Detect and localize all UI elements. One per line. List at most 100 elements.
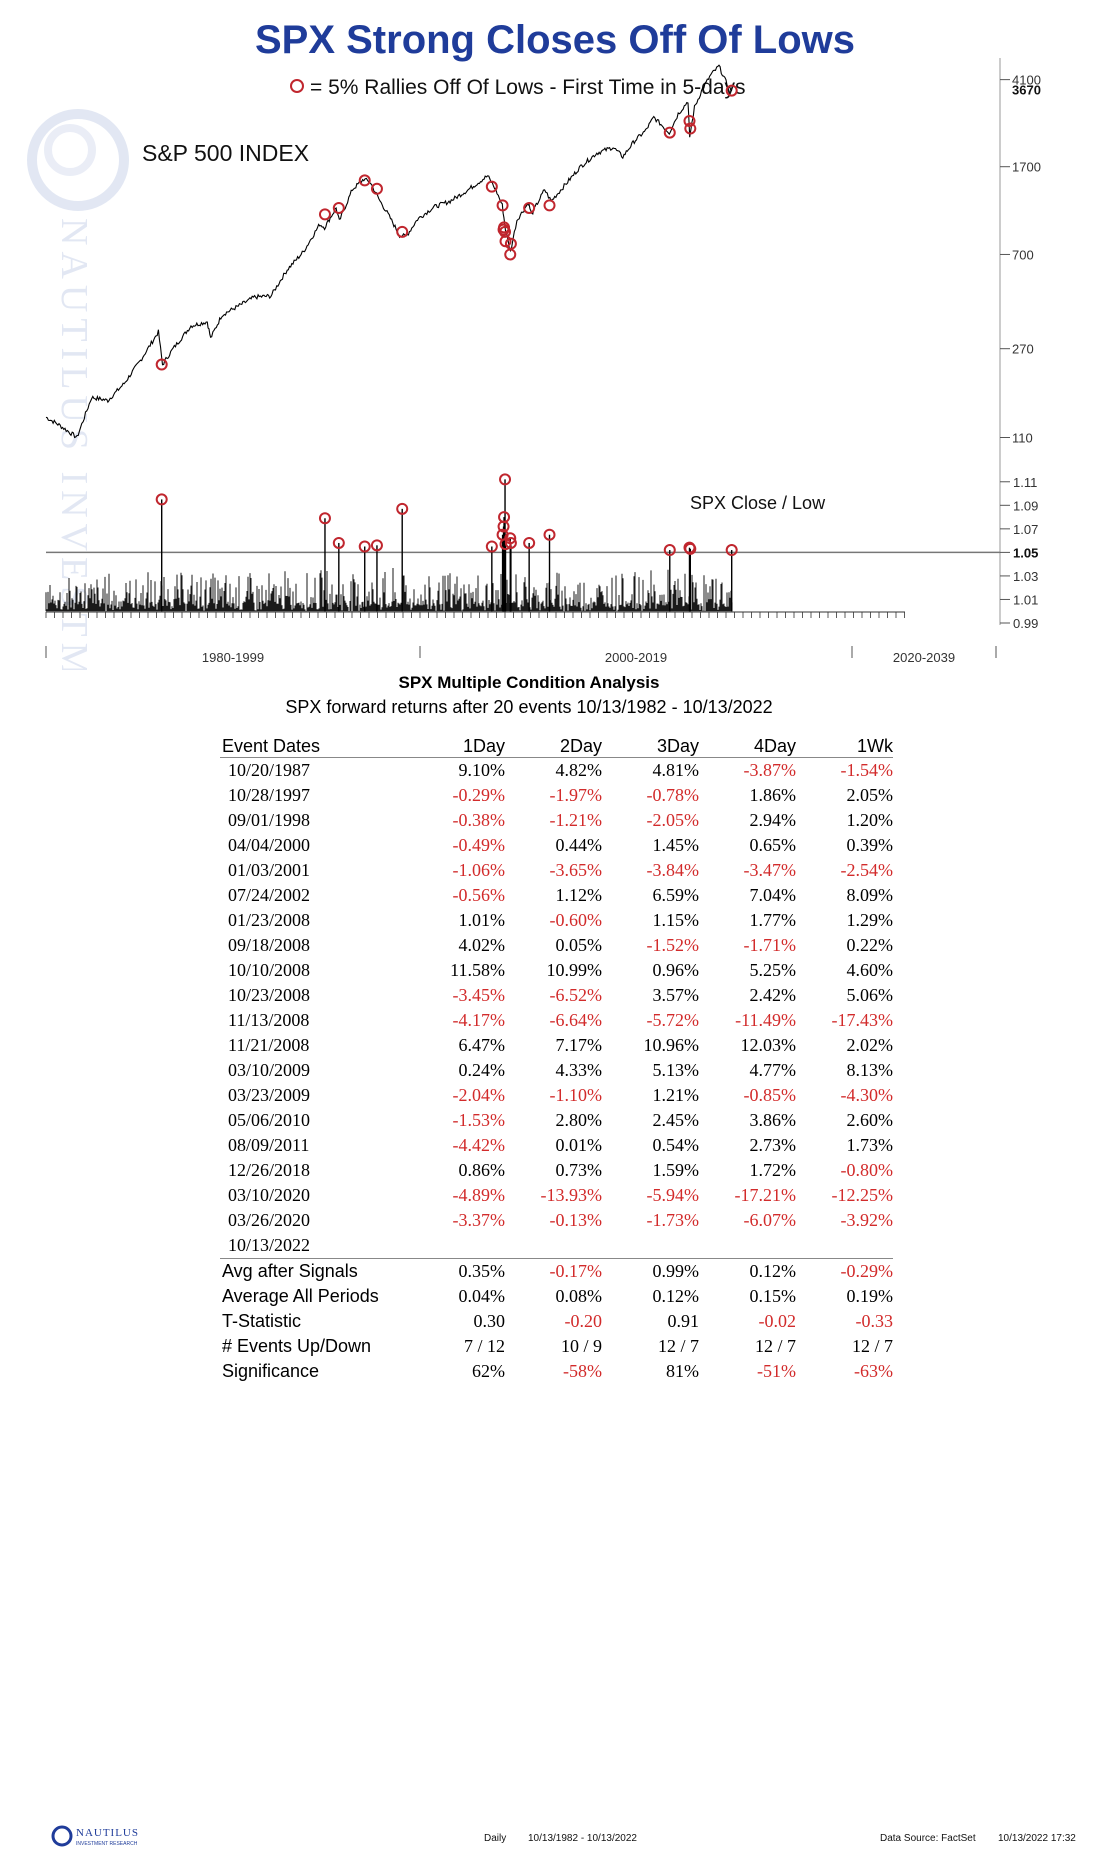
return-cell: 0.65% [749,835,797,855]
event-date-cell: 03/26/2020 [228,1210,311,1230]
threshold-label: 1.05 [1013,545,1038,560]
analysis-table: Event Dates 1Day 2Day 3Day 4Day 1Wk 10/2… [220,735,893,1384]
return-cell: -0.02 [758,1311,797,1331]
ratio-noise [45,568,733,612]
event-date-cell: 03/10/2020 [228,1185,311,1205]
event-date-cell: 12/26/2018 [228,1160,311,1180]
footer-frequency: Daily [484,1833,507,1844]
return-cell: -5.94% [646,1185,700,1205]
col-header-1wk: 1Wk [796,735,893,758]
return-cell: -1.21% [549,810,603,830]
event-date-cell: 03/10/2009 [228,1060,311,1080]
return-cell: 2.05% [846,785,894,805]
return-cell: 0.96% [652,960,700,980]
return-cell: -17.21% [734,1185,797,1205]
return-cell: 1.12% [555,885,603,905]
price-series [45,64,733,439]
return-cell: -6.64% [549,1010,603,1030]
event-date-cell: 10/10/2008 [228,960,311,980]
ratio-signal-marker [523,536,536,549]
return-cell: -0.29% [796,1258,893,1284]
return-cell [699,1233,796,1259]
event-date-cell: 11/13/2008 [228,1010,310,1030]
table-row: 03/26/2020 -3.37% -0.13% -1.73% -6.07% -3.92% [220,1208,893,1233]
analysis-subtitle: SPX forward returns after 20 events 10/1… [285,697,773,717]
signal-marker-icon [290,79,304,94]
return-cell: -3.84% [646,860,700,880]
footer-logo-text: NAUTILUS [76,1827,139,1839]
ratio-signal-marker [684,542,697,555]
return-cell: -3.92% [840,1210,894,1230]
price-signal-marker [370,182,383,195]
return-cell: 2.60% [846,1110,894,1130]
event-date-cell: 10/20/1987 [228,760,311,780]
return-cell: 0.12% [699,1258,796,1284]
table-row: 09/01/1998 -0.38% -1.21% -2.05% 2.94% 1.20% [220,808,893,833]
return-cell: 0.01% [555,1135,603,1155]
return-cell: 4.77% [749,1060,797,1080]
col-header-2day: 2Day [505,735,602,758]
return-cell: -1.52% [646,935,700,955]
table-header-row: Event Dates 1Day 2Day 3Day 4Day 1Wk [220,735,893,758]
return-cell: -4.17% [452,1010,506,1030]
return-cell: -17.43% [831,1010,894,1030]
return-cell: 4.33% [555,1060,603,1080]
ratio-tick-label: 1.07 [1013,522,1038,537]
footer-source: Data Source: FactSet [880,1833,976,1844]
y-tick-label: 4100 [1012,73,1041,88]
analysis-table-container: Event Dates 1Day 2Day 3Day 4Day 1Wk 10/2… [220,735,893,1384]
return-cell: -3.37% [452,1210,506,1230]
table-row: 07/24/2002 -0.56% 1.12% 6.59% 7.04% 8.09% [220,883,893,908]
return-cell: -1.97% [549,785,603,805]
return-cell: 2.73% [749,1135,797,1155]
return-cell [602,1233,699,1259]
ratio-signal-marker [725,544,738,557]
summary-label: T-Statistic [222,1311,302,1331]
price-signal-marker [684,122,697,135]
table-row: 11/21/2008 6.47% 7.17% 10.96% 12.03% 2.02% [220,1033,893,1058]
return-cell: 12 / 7 [657,1336,699,1356]
summary-label: Avg after Signals [220,1258,408,1284]
return-cell: 1.21% [652,1085,700,1105]
event-date-cell: 10/23/2008 [228,985,311,1005]
price-signal-marker [504,237,517,250]
return-cell: 2.42% [749,985,797,1005]
signal-markers [155,84,738,557]
price-signal-marker [358,174,371,187]
summary-label: Significance [222,1361,320,1381]
summary-row: Average All Periods 0.04% 0.08% 0.12% 0.15% 0… [220,1284,893,1309]
return-cell: -0.33 [855,1311,894,1331]
event-date-cell: 01/23/2008 [228,910,311,930]
return-cell: -11.49% [735,1010,796,1030]
ratio-tick-label: 0.99 [1013,616,1038,631]
table-row: 08/09/2011 -4.42% 0.01% 0.54% 2.73% 1.73% [220,1133,893,1158]
return-cell: 0.22% [846,935,894,955]
return-cell: -1.73% [646,1210,700,1230]
return-cell: -1.53% [452,1110,506,1130]
return-cell: 4.82% [555,760,603,780]
return-cell: 0.15% [749,1286,797,1306]
return-cell: -5.72% [646,1010,700,1030]
return-cell: -0.13% [549,1210,603,1230]
return-cell: 0.12% [652,1286,700,1306]
ratio-signal-marker [155,493,168,506]
return-cell: 12 / 7 [754,1336,796,1356]
price-signal-marker [396,225,409,238]
return-cell: -63% [854,1361,893,1381]
event-date-cell: 07/24/2002 [228,885,311,905]
ratio-panel-title: SPX Close / Low [690,493,826,513]
return-cell: 1.72% [749,1160,797,1180]
return-cell: -0.49% [452,835,506,855]
return-cell: -58% [563,1361,602,1381]
spx-line [45,64,733,439]
summary-label: # Events Up/Down [222,1336,372,1356]
return-cell: 1.45% [652,835,700,855]
return-cell [505,1233,602,1259]
event-date-cell: 01/03/2001 [228,860,311,880]
table-row: 03/23/2009 -2.04% -1.10% 1.21% -0.85% -4.30% [220,1083,893,1108]
return-cell: -12.25% [831,1185,894,1205]
watermark-icon-inner [44,124,96,176]
return-cell: 4.02% [458,935,506,955]
table-row: 01/23/2008 1.01% -0.60% 1.15% 1.77% 1.29% [220,908,893,933]
table-row: 09/18/2008 4.02% 0.05% -1.52% -1.71% 0.22% [220,933,893,958]
